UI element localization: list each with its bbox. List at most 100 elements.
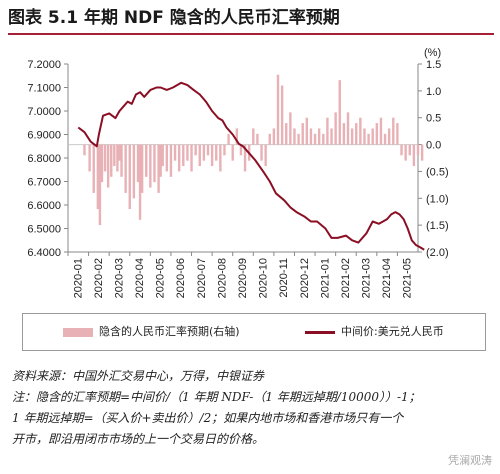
left-tick-label: 6.5000	[27, 224, 61, 236]
expectation-bar	[182, 144, 185, 167]
expectation-bar	[392, 117, 395, 145]
expectation-bar	[396, 123, 399, 145]
expectation-bar	[145, 144, 148, 177]
expectation-bar	[103, 144, 107, 172]
left-tick-label: 6.6000	[27, 200, 61, 212]
expectation-bar	[363, 128, 366, 145]
expectation-bar	[165, 144, 169, 172]
left-tick-label: 6.7000	[27, 177, 61, 189]
expectation-bar	[412, 144, 416, 167]
x-tick-label: 2020-01	[72, 258, 84, 298]
expectation-bar	[149, 144, 152, 188]
expectation-bar	[379, 117, 383, 145]
expectation-bar	[285, 123, 288, 145]
expectation-bar	[342, 123, 346, 145]
x-tick-label: 2021-04	[381, 258, 393, 298]
expectation-bar	[110, 144, 113, 177]
x-tick-label: 2020-09	[237, 258, 249, 298]
expectation-bar	[313, 133, 317, 145]
expectation-bar	[408, 144, 411, 156]
expectation-bar	[400, 144, 403, 156]
left-tick-label: 6.8000	[27, 153, 61, 165]
right-tick-label: 0.5	[426, 113, 441, 125]
expectation-bar	[383, 133, 387, 145]
expectation-bar	[210, 144, 214, 167]
formula-note-1: 注：隐含的汇率预期=中间价/（1 年期 NDF-（1 年期远掉期/10000））…	[12, 390, 421, 404]
expectation-bar	[268, 133, 271, 145]
expectation-bar	[215, 144, 218, 161]
x-tick-label: 2020-05	[155, 258, 167, 298]
left-tick-label: 6.9000	[27, 130, 61, 142]
expectation-bar	[194, 144, 197, 156]
expectation-bar	[322, 133, 325, 145]
expectation-bar	[260, 144, 263, 161]
right-tick-label: 1.5	[426, 59, 441, 71]
expectation-bar	[309, 128, 313, 145]
expectation-bar	[118, 144, 121, 161]
x-tick-label: 2020-11	[278, 258, 290, 298]
x-tick-label: 2021-02	[340, 258, 352, 298]
expectation-bar	[404, 144, 407, 161]
expectation-bar	[128, 144, 131, 210]
legend-item-line: 中间价:美元兑人民币	[305, 325, 444, 339]
right-tick-label: 0.0	[426, 140, 441, 152]
expectation-bar	[190, 144, 193, 172]
expectation-bar	[113, 144, 116, 167]
right-tick-label: (0.5)	[426, 166, 449, 178]
legend-swatch-line	[305, 330, 335, 334]
expectation-bar	[100, 144, 104, 183]
expectation-bar	[138, 144, 142, 220]
expectation-bar	[243, 144, 247, 172]
expectation-bar	[235, 128, 239, 145]
expectation-bar	[83, 144, 86, 156]
left-tick-label: 7.2000	[27, 59, 61, 71]
legend-item-bar: 隐含的人民币汇率预期(右轴)	[63, 325, 240, 339]
expectation-bar	[375, 123, 379, 145]
notes: 资料来源：中国外汇交易中心，万得，中银证券 注：隐含的汇率预期=中间价/（1 年…	[12, 366, 492, 450]
expectation-bar	[227, 133, 230, 145]
expectation-bar	[202, 144, 206, 161]
expectation-bar	[173, 144, 177, 161]
expectation-bar	[159, 144, 162, 177]
x-tick-label: 2020-10	[258, 258, 270, 298]
expectation-bar	[92, 144, 95, 193]
legend-label-line: 中间价:美元兑人民币	[341, 325, 444, 338]
expectation-bar	[239, 144, 243, 156]
expectation-bar	[132, 144, 136, 199]
expectation-bar	[293, 128, 296, 145]
expectation-bar	[157, 144, 160, 193]
expectation-bar	[96, 144, 100, 210]
left-tick-label: 7.1000	[27, 83, 61, 95]
expectation-bar	[276, 74, 280, 145]
expectation-bar	[106, 144, 110, 188]
expectation-bar	[136, 144, 140, 183]
x-tick-label: 2020-12	[299, 258, 311, 298]
x-tick-label: 2020-06	[175, 258, 187, 298]
left-tick-label: 7.0000	[27, 106, 61, 118]
chart-area: 6.4000 6.5000 6.6000 6.7000 6.8000 6.9000 7.00…	[27, 47, 449, 298]
expectation-bar	[219, 144, 222, 172]
expectation-bar	[330, 128, 333, 145]
expectation-bar	[116, 144, 119, 172]
source-note: 资料来源：中国外汇交易中心，万得，中银证券	[12, 369, 265, 383]
x-tick-label: 2021-05	[402, 258, 414, 298]
x-tick-label: 2021-03	[361, 258, 373, 298]
x-tick-label: 2020-02	[93, 258, 105, 298]
legend-label-bar: 隐含的人民币汇率预期(右轴)	[99, 325, 240, 338]
legend: 隐含的人民币汇率预期(右轴) 中间价:美元兑人民币	[22, 313, 486, 351]
expectation-bar	[420, 144, 424, 161]
expectation-bar	[140, 144, 144, 193]
expectation-bar	[367, 133, 370, 145]
fixing-rate-line	[77, 81, 425, 251]
expectation-bar	[346, 112, 350, 145]
right-tick-label: (1.5)	[426, 220, 449, 232]
expectation-bar	[161, 144, 164, 167]
formula-note-2: 1 年期远掉期=（买入价+卖出价）/2；如果内地市场和香港市场只有一个	[12, 411, 404, 425]
left-tick-label: 6.4000	[27, 247, 61, 259]
expectation-bar	[198, 144, 201, 167]
expectation-bar	[326, 117, 329, 145]
chart-title: 图表 5.1 年期 NDF 隐含的人民币汇率预期	[8, 8, 340, 28]
expectation-bar	[355, 123, 358, 145]
title-rule	[8, 33, 494, 35]
expectation-bar	[264, 144, 267, 167]
